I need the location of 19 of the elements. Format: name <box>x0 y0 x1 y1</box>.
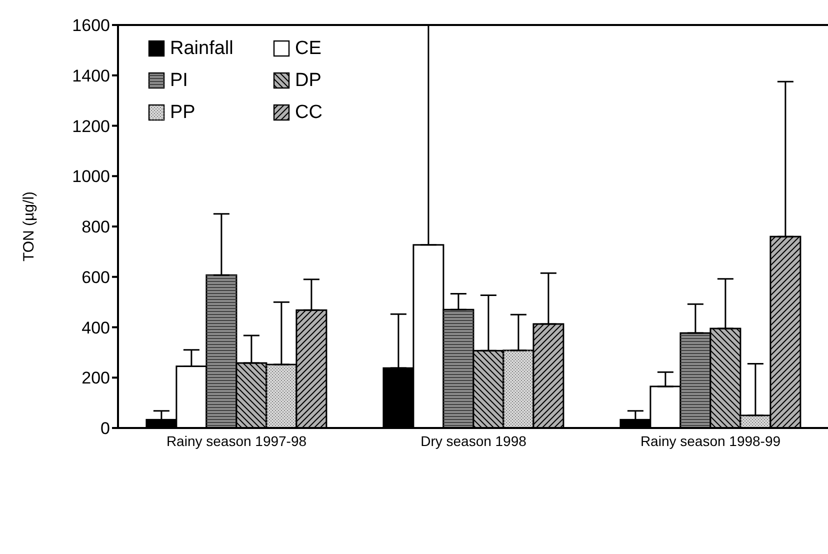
legend-label: CE <box>295 38 322 60</box>
y-tick-label: 1600 <box>72 16 110 36</box>
y-tick-label: 1400 <box>72 66 110 86</box>
y-tick-label: 200 <box>82 368 110 388</box>
y-tick-label: 800 <box>82 218 110 237</box>
y-tick-label: 1200 <box>72 116 110 136</box>
legend-label: DP <box>295 70 322 92</box>
y-tick-label: 1000 <box>72 167 110 186</box>
x-tick-label: Rainy season 1998-99 <box>640 432 781 449</box>
y-tick-label: 600 <box>82 268 110 287</box>
legend-label: PP <box>170 102 196 124</box>
legend-label: PI <box>170 70 188 92</box>
x-tick-label: Dry season 1998 <box>420 432 527 449</box>
y-tick-label: 400 <box>82 318 110 338</box>
y-tick-label: 0 <box>100 419 110 438</box>
legend-label: Rainfall <box>170 38 234 60</box>
y-axis-title: TON (µg/l) <box>20 191 38 262</box>
x-tick-label: Rainy season 1997-98 <box>166 432 307 449</box>
legend-label: CC <box>295 102 322 124</box>
